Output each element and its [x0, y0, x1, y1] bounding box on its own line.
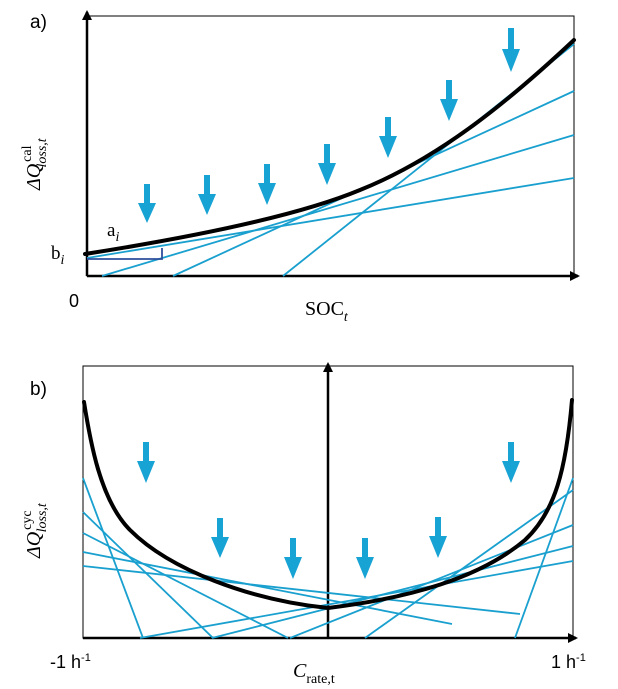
- panel-b-tangent-line: [211, 545, 574, 639]
- panel-a-tangent-line: [101, 134, 575, 277]
- panel-b-tangent-line: [82, 511, 214, 639]
- panel-b-tangent-line: [289, 524, 574, 639]
- down-arrow-icon: [198, 175, 216, 215]
- panel-a-arrows: [138, 28, 520, 223]
- slope-label: ai: [107, 220, 119, 245]
- intercept-label: bi: [51, 243, 65, 268]
- panel-a-aging-curve: [83, 38, 576, 256]
- panel-a-x-origin: 0: [69, 291, 79, 311]
- down-arrow-icon: [258, 164, 276, 205]
- panel-b-x-min-label: -1 h-1: [50, 652, 91, 672]
- panel-a-x-label: SOCt: [305, 298, 349, 325]
- slope-triangle: [87, 248, 163, 260]
- down-arrow-icon: [138, 184, 156, 223]
- down-arrow-icon: [502, 28, 520, 72]
- panel-a-y-label: ΔQcalloss,t: [20, 137, 50, 191]
- panel-a-label: a): [30, 12, 47, 33]
- down-arrow-icon: [429, 517, 447, 558]
- panel-b-arrows: [137, 442, 520, 579]
- panel-b-tangent-line: [139, 560, 574, 639]
- panel-b-tangent-line: [82, 551, 453, 625]
- panel-a-tangent-line: [86, 177, 575, 259]
- panel-b-x-label: Crate,t: [293, 660, 335, 687]
- down-arrow-icon: [211, 518, 229, 558]
- down-arrow-icon: [356, 538, 374, 579]
- panel-b-tangent-line: [82, 565, 521, 615]
- down-arrow-icon: [440, 80, 458, 121]
- panel-b-label: b): [30, 379, 47, 400]
- down-arrow-icon: [318, 144, 336, 185]
- down-arrow-icon: [284, 538, 302, 579]
- panel-b: b) -1 h-1 1 h-1 Crate,t: [20, 362, 586, 687]
- panel-b-tangent-line: [82, 532, 289, 639]
- panel-b-y-label: ΔQcycloss,t: [20, 502, 50, 559]
- down-arrow-icon: [137, 442, 155, 483]
- panel-b-x-max-label: 1 h-1: [551, 652, 586, 672]
- down-arrow-icon: [379, 117, 397, 158]
- panel-b-tangent-line: [364, 489, 574, 639]
- panel-b-tangent-line: [514, 477, 574, 639]
- panel-b-aging-curve: [82, 398, 574, 611]
- panel-a: a) ai bi 0 SOCt ΔQcalloss,t: [20, 10, 580, 325]
- down-arrow-icon: [502, 442, 520, 483]
